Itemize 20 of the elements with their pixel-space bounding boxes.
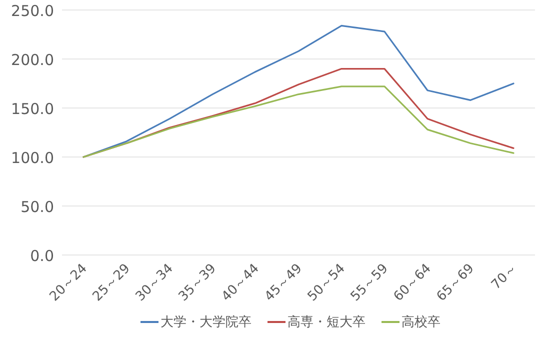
x-tick-label: 45～49 xyxy=(262,261,306,304)
y-tick-label: 150.0 xyxy=(11,100,54,118)
x-tick-label: 35～39 xyxy=(176,261,220,304)
x-tick-label: 25～29 xyxy=(90,261,134,304)
y-tick-label: 100.0 xyxy=(11,149,54,167)
x-tick-label: 30～34 xyxy=(133,261,176,304)
x-tick-label: 55～59 xyxy=(348,261,392,304)
legend-label: 高校卒 xyxy=(402,314,440,330)
y-tick-label: 250.0 xyxy=(11,2,54,20)
y-tick-label: 50.0 xyxy=(20,198,54,216)
x-tick-label: 50～54 xyxy=(305,261,348,304)
line-series xyxy=(82,86,514,158)
x-tick-label: 65～69 xyxy=(434,261,478,304)
x-tick-label: 60～64 xyxy=(391,261,434,304)
legend-label: 高専・短大卒 xyxy=(288,314,366,330)
y-tick-label: 200.0 xyxy=(11,51,54,69)
line-series xyxy=(82,24,514,158)
legend-label: 大学・大学院卒 xyxy=(160,315,252,330)
x-tick-label: 70～ xyxy=(488,261,520,293)
x-tick-label: 40～44 xyxy=(219,261,262,304)
